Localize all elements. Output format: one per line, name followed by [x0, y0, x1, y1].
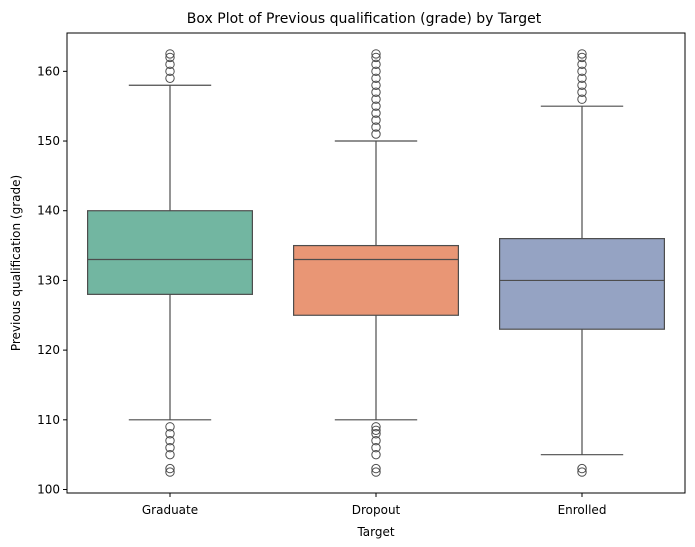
y-tick-label: 160 — [37, 64, 60, 78]
outlier-point — [165, 467, 175, 477]
outlier-point — [577, 463, 587, 474]
outlier-point — [577, 94, 587, 104]
box-group-graduate — [86, 49, 254, 477]
outlier-point — [371, 463, 381, 474]
outlier-point — [577, 73, 587, 84]
outlier-point — [371, 49, 381, 59]
outlier-point — [165, 49, 175, 59]
x-tick-label: Graduate — [142, 503, 198, 517]
box-enrolled — [499, 238, 666, 330]
box-graduate — [86, 210, 254, 295]
outlier-point — [371, 108, 381, 118]
outlier-point — [371, 429, 381, 439]
outlier-point — [371, 73, 381, 84]
y-tick-label: 110 — [37, 413, 60, 427]
outlier-point — [371, 80, 381, 90]
outlier-point — [577, 49, 587, 59]
outlier-point — [371, 422, 381, 432]
outlier-point — [371, 94, 381, 104]
x-tick-label: Enrolled — [558, 503, 607, 517]
plot-area — [86, 49, 666, 477]
y-axis-label: Previous qualification (grade) — [9, 175, 23, 351]
outlier-point — [371, 101, 381, 111]
outlier-point — [371, 425, 381, 435]
outlier-point — [165, 59, 175, 70]
outlier-point — [371, 122, 381, 132]
outlier-point — [371, 66, 381, 77]
outlier-point — [165, 463, 175, 474]
outlier-point — [371, 129, 381, 139]
outlier-point — [165, 442, 175, 453]
y-tick-label: 140 — [37, 204, 60, 218]
outlier-point — [577, 66, 587, 77]
x-tick-label: Dropout — [352, 503, 401, 517]
x-axis-label: Target — [356, 525, 394, 539]
outlier-point — [371, 115, 381, 125]
y-tick-label: 130 — [37, 273, 60, 287]
y-tick-label: 100 — [37, 483, 60, 497]
chart-title: Box Plot of Previous qualification (grad… — [187, 11, 542, 27]
outlier-point — [371, 59, 381, 70]
x-axis: Graduate Dropout Enrolled — [142, 493, 607, 517]
outlier-point — [371, 467, 381, 477]
outlier-point — [165, 422, 175, 432]
outlier-point — [371, 442, 381, 453]
outlier-point — [577, 467, 587, 477]
y-tick-label: 120 — [37, 343, 60, 357]
outlier-point — [165, 66, 175, 77]
outlier-point — [577, 80, 587, 90]
outlier-point — [371, 449, 381, 460]
outlier-point — [577, 52, 587, 63]
box-group-enrolled — [499, 49, 666, 477]
y-tick-label: 150 — [37, 134, 60, 148]
outlier-point — [577, 87, 587, 97]
outlier-point — [577, 59, 587, 70]
outlier-point — [371, 52, 381, 63]
y-axis: 100 110 120 130 140 150 160 — [37, 64, 67, 497]
outlier-point — [165, 449, 175, 460]
outlier-point — [165, 429, 175, 439]
outlier-point — [371, 87, 381, 97]
outlier-point — [165, 52, 175, 63]
outlier-point — [165, 436, 175, 446]
outlier-point — [371, 436, 381, 446]
outlier-point — [165, 73, 175, 84]
box-group-dropout — [293, 49, 460, 477]
box-dropout — [293, 244, 460, 316]
